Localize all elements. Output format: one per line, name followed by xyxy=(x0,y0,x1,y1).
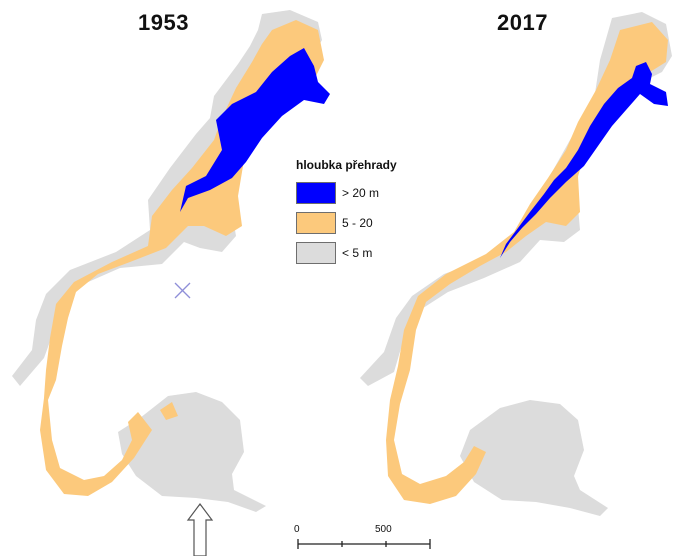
panel-title-2017: 2017 xyxy=(497,10,548,35)
reservoir-1953 xyxy=(12,10,330,512)
legend-item-shallow: < 5 m xyxy=(296,242,436,264)
legend: hloubka přehrady > 20 m 5 - 20 < 5 m xyxy=(296,158,436,272)
reservoir-2017 xyxy=(360,12,672,516)
legend-label-shallow: < 5 m xyxy=(342,246,373,260)
scale-label-500: 500 xyxy=(375,524,392,535)
legend-label-mid: 5 - 20 xyxy=(342,216,373,230)
scale-bar xyxy=(297,539,431,549)
panel-title-1953: 1953 xyxy=(138,10,189,35)
north-arrow-icon xyxy=(186,503,214,556)
legend-swatch-mid xyxy=(296,212,336,234)
legend-item-deep: > 20 m xyxy=(296,182,436,204)
scale-label-0: 0 xyxy=(294,524,300,535)
legend-title: hloubka přehrady xyxy=(296,158,397,172)
legend-swatch-deep xyxy=(296,182,336,204)
cross-marker-icon xyxy=(174,282,191,299)
legend-label-deep: > 20 m xyxy=(342,186,380,200)
legend-item-mid: 5 - 20 xyxy=(296,212,436,234)
legend-swatch-shallow xyxy=(296,242,336,264)
deep-area-2017 xyxy=(500,62,668,258)
deep-area-1953 xyxy=(180,48,330,212)
